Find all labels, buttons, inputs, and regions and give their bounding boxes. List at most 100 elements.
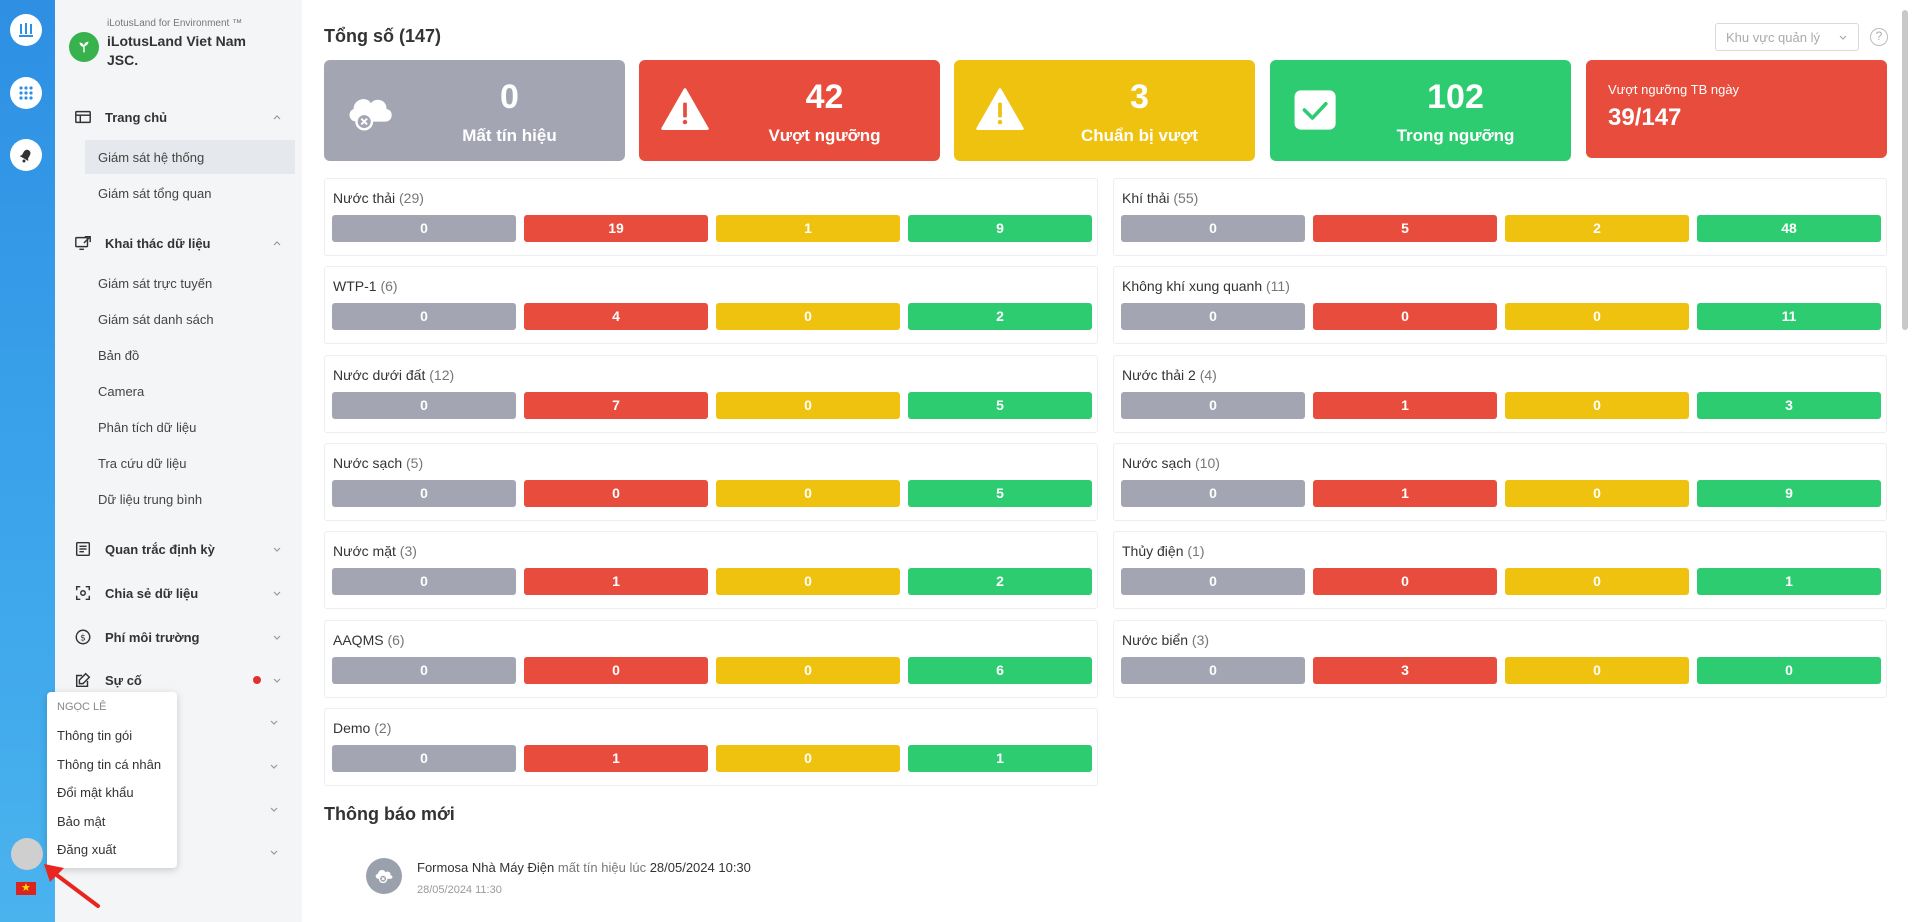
signal-lost-bar[interactable]: 0 <box>332 744 516 772</box>
over-threshold-bar[interactable]: 1 <box>1313 391 1497 419</box>
within-threshold-bar[interactable]: 5 <box>908 391 1092 419</box>
over-threshold-bar[interactable]: 19 <box>524 215 708 242</box>
group-card[interactable]: Nước thải (29) 0 19 1 9 <box>324 178 1098 256</box>
nav-item-map[interactable]: Bản đồ <box>98 347 140 363</box>
near-threshold-bar[interactable]: 0 <box>1505 568 1689 596</box>
chevron-down-icon[interactable] <box>268 803 280 815</box>
over-threshold-bar[interactable]: 7 <box>524 391 708 419</box>
signal-lost-bar[interactable]: 0 <box>1121 391 1305 419</box>
nav-item-average-data[interactable]: Dữ liệu trung bình <box>98 491 203 507</box>
group-card[interactable]: Nước biển (3) 0 3 0 0 <box>1113 619 1887 698</box>
stat-card-signal-lost[interactable]: 0 Mất tín hiệu <box>324 60 625 161</box>
near-threshold-bar[interactable]: 1 <box>716 215 900 242</box>
within-threshold-bar[interactable]: 6 <box>908 656 1092 684</box>
within-threshold-bar[interactable]: 2 <box>908 568 1092 596</box>
over-threshold-bar[interactable]: 1 <box>524 744 708 772</box>
within-threshold-bar[interactable]: 2 <box>908 303 1092 331</box>
nav-item-overview-monitoring[interactable]: Giám sát tổng quan <box>98 185 212 201</box>
over-threshold-bar[interactable]: 1 <box>524 568 708 596</box>
over-threshold-bar[interactable]: 4 <box>524 303 708 331</box>
group-card[interactable]: Nước sạch (10) 0 1 0 9 <box>1113 442 1887 521</box>
within-threshold-bar[interactable]: 0 <box>1697 656 1881 684</box>
scrollbar-thumb[interactable] <box>1902 10 1908 330</box>
nav-group-data-mining[interactable]: Khai thác dữ liệu <box>73 230 295 256</box>
over-threshold-bar[interactable]: 5 <box>1313 215 1497 242</box>
nav-group-periodic-monitoring[interactable]: Quan trắc định kỳ <box>73 536 295 562</box>
nav-item-camera[interactable]: Camera <box>98 383 145 399</box>
scrollbar[interactable] <box>1902 0 1910 922</box>
near-threshold-bar[interactable]: 0 <box>716 744 900 772</box>
menu-item-change-password[interactable]: Đổi mật khẩu <box>57 785 134 800</box>
near-threshold-bar[interactable]: 2 <box>1505 215 1689 242</box>
menu-item-package-info[interactable]: Thông tin gói <box>57 728 133 743</box>
signal-lost-bar[interactable]: 0 <box>332 391 516 419</box>
within-threshold-bar[interactable]: 1 <box>908 744 1092 772</box>
nav-item-system-monitoring[interactable]: Giám sát hệ thống <box>85 140 295 174</box>
near-threshold-bar[interactable]: 0 <box>1505 391 1689 419</box>
group-card[interactable]: Thủy điện (1) 0 0 0 1 <box>1113 531 1887 610</box>
notification-item[interactable]: Formosa Nhà Máy Điện mất tín hiệu lúc 28… <box>417 860 751 875</box>
menu-item-security[interactable]: Bảo mật <box>57 813 106 829</box>
apps-grid-icon[interactable] <box>10 77 42 109</box>
stat-card-near-threshold[interactable]: 3 Chuẩn bị vượt <box>954 60 1255 161</box>
signal-lost-bar[interactable]: 0 <box>332 215 516 242</box>
within-threshold-bar[interactable]: 5 <box>908 479 1092 507</box>
within-threshold-bar[interactable]: 3 <box>1697 391 1881 419</box>
within-threshold-bar[interactable]: 1 <box>1697 568 1881 596</box>
signal-lost-bar[interactable]: 0 <box>332 303 516 331</box>
signal-lost-bar[interactable]: 0 <box>332 479 516 507</box>
nav-group-home[interactable]: Trang chủ <box>73 104 295 130</box>
over-threshold-bar[interactable]: 0 <box>1313 303 1497 331</box>
group-card[interactable]: Nước mặt (3) 0 1 0 2 <box>324 531 1098 610</box>
nav-item-online-monitoring[interactable]: Giám sát trực tuyến <box>98 275 213 291</box>
help-icon[interactable]: ? <box>1870 28 1888 46</box>
nav-group-incidents[interactable]: Sự cố <box>73 667 295 693</box>
user-avatar[interactable] <box>11 838 43 870</box>
group-card[interactable]: Nước sạch (5) 0 0 0 5 <box>324 442 1098 521</box>
within-threshold-bar[interactable]: 11 <box>1697 303 1881 331</box>
notification-bell-icon[interactable] <box>10 139 42 171</box>
menu-item-logout[interactable]: Đăng xuất <box>57 842 117 857</box>
over-threshold-bar[interactable]: 0 <box>524 656 708 684</box>
group-card[interactable]: AAQMS (6) 0 0 0 6 <box>324 619 1098 698</box>
chevron-down-icon[interactable] <box>268 716 280 728</box>
stat-card-daily-avg-over[interactable]: Vượt ngưỡng TB ngày 39/147 <box>1586 60 1887 158</box>
vietnam-flag-icon[interactable]: ★ <box>16 882 36 895</box>
near-threshold-bar[interactable]: 0 <box>1505 303 1689 331</box>
signal-lost-bar[interactable]: 0 <box>1121 479 1305 507</box>
nav-item-data-lookup[interactable]: Tra cứu dữ liệu <box>98 455 187 471</box>
group-card[interactable]: Nước dưới đất (12) 0 7 0 5 <box>324 354 1098 433</box>
stat-card-within-threshold[interactable]: 102 Trong ngưỡng <box>1270 60 1571 161</box>
nav-group-environment-fee[interactable]: $ Phí môi trường <box>73 624 295 650</box>
stat-card-over-threshold[interactable]: 42 Vượt ngưỡng <box>639 60 940 161</box>
chevron-down-icon[interactable] <box>268 760 280 772</box>
menu-item-personal-info[interactable]: Thông tin cá nhân <box>57 756 162 772</box>
region-select[interactable]: Khu vực quản lý <box>1715 23 1859 51</box>
group-card[interactable]: Không khí xung quanh (11) 0 0 0 11 <box>1113 266 1887 345</box>
signal-lost-bar[interactable]: 0 <box>1121 303 1305 331</box>
nav-item-data-analysis[interactable]: Phân tích dữ liệu <box>98 419 197 435</box>
near-threshold-bar[interactable]: 0 <box>716 391 900 419</box>
signal-lost-bar[interactable]: 0 <box>1121 656 1305 684</box>
within-threshold-bar[interactable]: 9 <box>1697 479 1881 507</box>
near-threshold-bar[interactable]: 0 <box>716 656 900 684</box>
near-threshold-bar[interactable]: 0 <box>716 568 900 596</box>
group-card[interactable]: Demo (2) 0 1 0 1 <box>324 707 1098 786</box>
near-threshold-bar[interactable]: 0 <box>1505 656 1689 684</box>
over-threshold-bar[interactable]: 3 <box>1313 656 1497 684</box>
signal-lost-bar[interactable]: 0 <box>1121 568 1305 596</box>
group-card[interactable]: WTP-1 (6) 0 4 0 2 <box>324 266 1098 345</box>
group-card[interactable]: Nước thải 2 (4) 0 1 0 3 <box>1113 354 1887 433</box>
within-threshold-bar[interactable]: 48 <box>1697 215 1881 242</box>
near-threshold-bar[interactable]: 0 <box>716 303 900 331</box>
near-threshold-bar[interactable]: 0 <box>716 479 900 507</box>
signal-lost-bar[interactable]: 0 <box>332 568 516 596</box>
near-threshold-bar[interactable]: 0 <box>1505 479 1689 507</box>
app-logo-icon[interactable] <box>10 14 42 46</box>
within-threshold-bar[interactable]: 9 <box>908 215 1092 242</box>
over-threshold-bar[interactable]: 1 <box>1313 479 1497 507</box>
nav-item-list-monitoring[interactable]: Giám sát danh sách <box>98 311 214 327</box>
signal-lost-bar[interactable]: 0 <box>332 656 516 684</box>
over-threshold-bar[interactable]: 0 <box>524 479 708 507</box>
group-card[interactable]: Khí thải (55) 0 5 2 48 <box>1113 178 1887 256</box>
